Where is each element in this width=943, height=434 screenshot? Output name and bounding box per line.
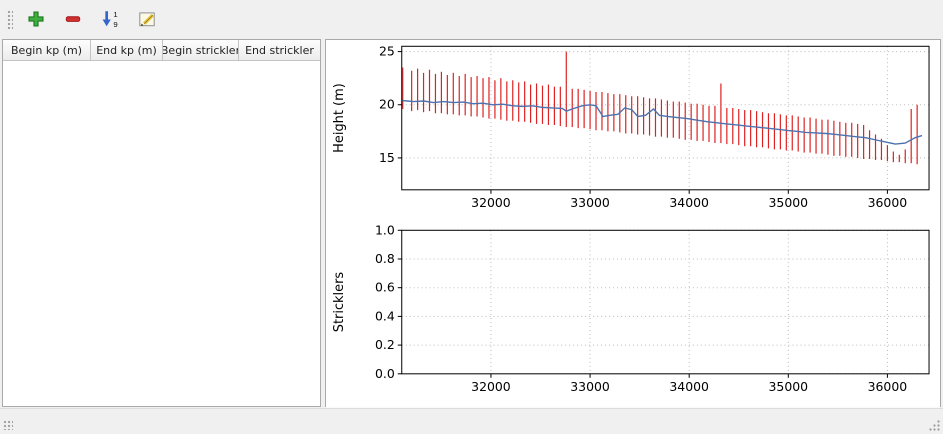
x-tick-label: 36000: [868, 195, 908, 210]
x-tick-label: 32000: [471, 195, 511, 210]
add-plus-icon: [28, 10, 44, 27]
sort-numeric-icon: 1 9: [102, 9, 118, 28]
sort-button[interactable]: 1 9: [96, 5, 124, 33]
toolbar-drag-handle[interactable]: [6, 8, 13, 29]
bed-elevation-line: [401, 99, 923, 145]
table-body-empty[interactable]: [3, 61, 320, 406]
x-tick-label: 36000: [868, 379, 908, 394]
statusbar-left-dots-icon: [3, 420, 13, 430]
x-tick-label: 34000: [669, 379, 709, 394]
col-header-begin-strickler[interactable]: Begin strickler: [163, 40, 239, 60]
x-tick-label: 35000: [769, 379, 809, 394]
y-axis-label: Height (m): [332, 83, 347, 153]
y-tick-label: 0.4: [375, 308, 395, 323]
col-header-end-strickler[interactable]: End strickler: [245, 43, 314, 57]
height-profile-chart: 32000 33000 34000 35000 36000 15 20 25 Height (m…: [326, 40, 940, 224]
resize-grip-icon[interactable]: [928, 419, 941, 432]
x-tick-label: 33000: [570, 195, 610, 210]
x-tick-label: 34000: [669, 195, 709, 210]
add-row-button[interactable]: [22, 5, 50, 33]
toolbar: 1 9: [0, 0, 943, 37]
y-tick-label: 15: [379, 150, 395, 165]
col-header-begin-kp[interactable]: Begin kp (m): [3, 40, 91, 60]
x-tick-label: 33000: [570, 379, 610, 394]
y-tick-label: 1.0: [375, 224, 395, 237]
charts-panel: 32000 33000 34000 35000 36000 15 20 25 Height (m…: [325, 39, 941, 408]
edit-pencil-icon: [139, 11, 155, 26]
x-tick-label: 35000: [769, 195, 809, 210]
y-tick-label: 20: [379, 97, 395, 112]
plot-spines: [401, 229, 930, 375]
svg-text:1: 1: [113, 9, 117, 18]
stricklers-chart: 32000 33000 34000 35000 36000 0.0 0.2 0.4 0.6 0.8…: [326, 224, 940, 408]
x-tick-label: 32000: [471, 379, 511, 394]
remove-minus-icon: [65, 15, 81, 22]
status-bar: [0, 408, 943, 434]
y-tick-label: 25: [379, 44, 395, 59]
cross-section-range-bars: [402, 51, 918, 165]
y-tick-label: 0.8: [375, 251, 395, 266]
strickler-table: Begin kp (m) End kp (m) Begin strickler …: [2, 39, 321, 407]
svg-text:9: 9: [113, 19, 117, 28]
col-header-end-kp[interactable]: End kp (m): [91, 40, 163, 60]
plot-spines: [401, 45, 930, 191]
y-tick-label: 0.2: [375, 337, 395, 352]
remove-row-button[interactable]: [59, 5, 87, 33]
table-header-row: Begin kp (m) End kp (m) Begin strickler …: [3, 40, 320, 61]
y-tick-label: 0.6: [375, 280, 395, 295]
y-tick-label: 0.0: [375, 366, 395, 381]
y-axis-label: Stricklers: [332, 272, 347, 333]
edit-button[interactable]: [133, 5, 161, 33]
